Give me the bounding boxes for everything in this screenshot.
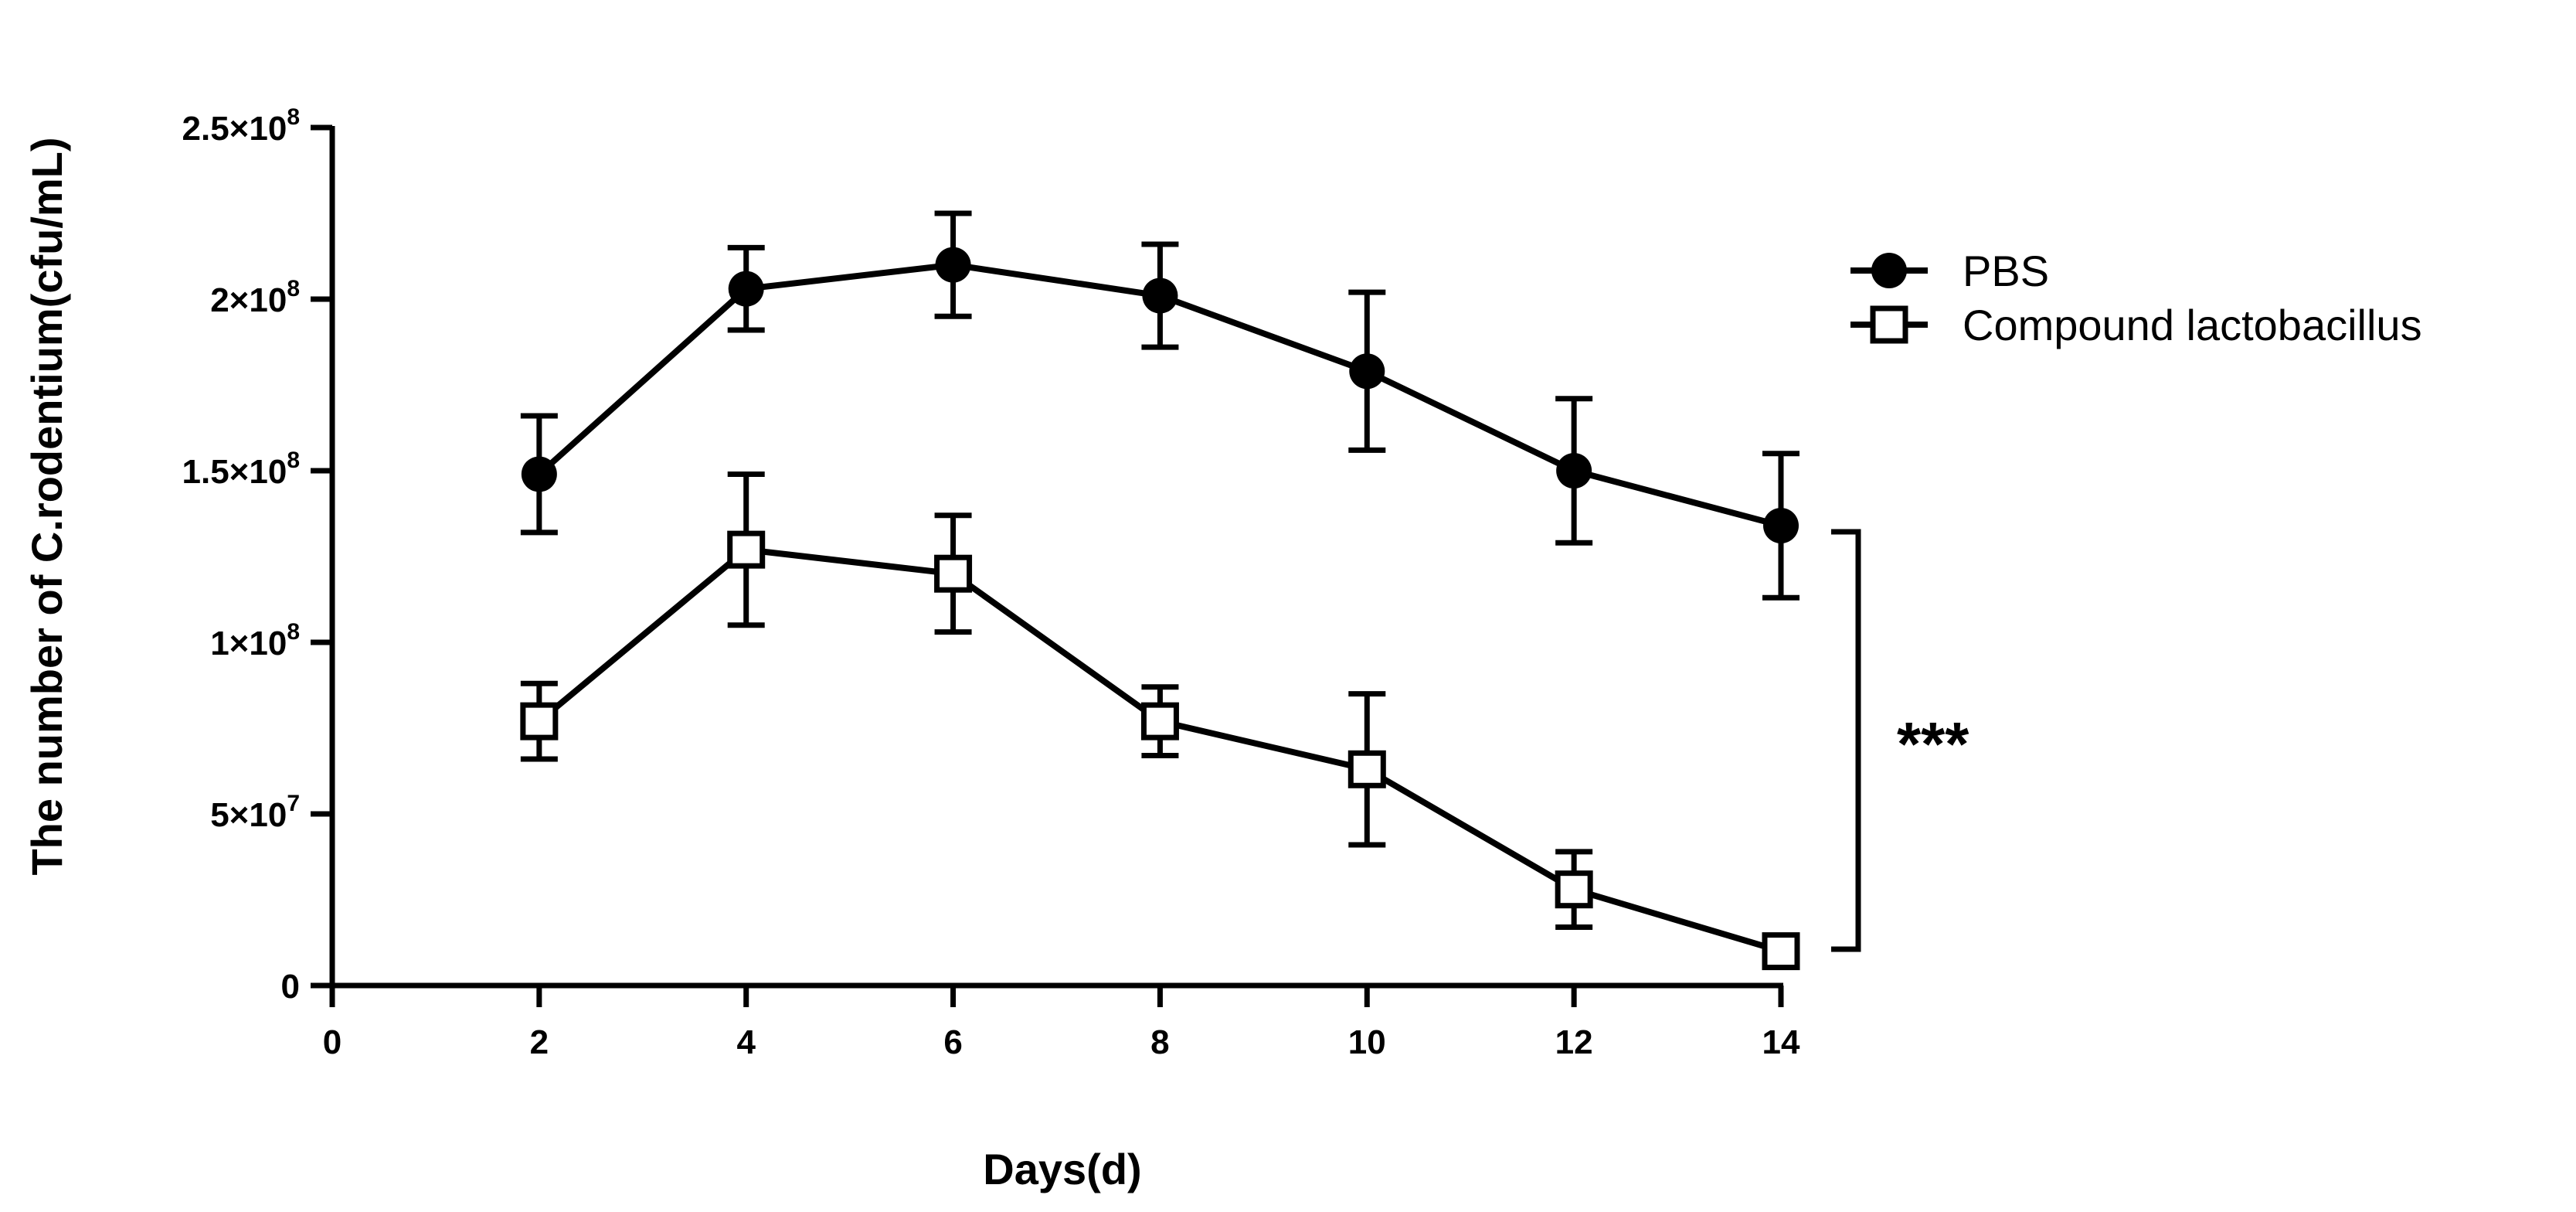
y-tick-label: 5×107 bbox=[210, 791, 300, 834]
legend-item: Compound lactobacillus bbox=[1850, 301, 2422, 349]
data-point bbox=[521, 456, 557, 492]
significance-label: *** bbox=[1897, 710, 1969, 778]
axes: 0 2 4 6 8 10 12 14 0 5×107 1×108 1.5×108 2×108 2.5×10… bbox=[182, 104, 1800, 1061]
series-pbs bbox=[520, 210, 1799, 601]
y-tick-label: 1.5×108 bbox=[182, 448, 301, 491]
y-tick-label: 2.5×108 bbox=[182, 104, 301, 148]
y-tick-label: 1×108 bbox=[210, 619, 300, 662]
data-point bbox=[1556, 453, 1592, 489]
x-tick-label: 6 bbox=[943, 1023, 962, 1061]
x-tick-label: 4 bbox=[736, 1023, 756, 1061]
significance-bracket bbox=[1831, 529, 1861, 952]
y-axis-title: The number of C.rodentium(cfu/mL) bbox=[22, 137, 71, 875]
data-point bbox=[1347, 750, 1386, 788]
y-tick-label: 0 bbox=[281, 968, 300, 1006]
significance-annotation: *** bbox=[1831, 529, 1969, 952]
legend-marker bbox=[1871, 253, 1907, 288]
legend-label: Compound lactobacillus bbox=[1963, 301, 2422, 349]
legend-marker bbox=[1870, 305, 1908, 344]
series-compound-lactobacillus bbox=[520, 471, 1800, 971]
data-point bbox=[934, 554, 973, 593]
data-point bbox=[935, 247, 971, 283]
y-tick-label: 2×108 bbox=[210, 276, 300, 319]
data-point bbox=[727, 530, 766, 569]
x-tick-label: 10 bbox=[1348, 1023, 1386, 1061]
data-point bbox=[1140, 702, 1179, 740]
x-tick-label: 2 bbox=[530, 1023, 549, 1061]
legend-item: PBS bbox=[1850, 247, 2049, 295]
data-point bbox=[1555, 870, 1593, 909]
data-point bbox=[520, 702, 559, 740]
x-tick-label: 12 bbox=[1555, 1023, 1593, 1061]
x-tick-label: 8 bbox=[1150, 1023, 1169, 1061]
x-tick-label: 0 bbox=[323, 1023, 342, 1061]
data-point bbox=[728, 271, 764, 307]
legend: PBS Compound lactobacillus bbox=[1850, 247, 2422, 349]
x-axis-title: Days(d) bbox=[983, 1145, 1141, 1193]
data-point bbox=[1762, 932, 1800, 971]
data-point bbox=[1763, 508, 1799, 544]
data-point bbox=[1349, 353, 1385, 390]
series-layer bbox=[520, 210, 1800, 971]
data-point bbox=[1142, 277, 1178, 314]
legend-label: PBS bbox=[1963, 247, 2049, 295]
x-tick-label: 14 bbox=[1762, 1023, 1800, 1061]
